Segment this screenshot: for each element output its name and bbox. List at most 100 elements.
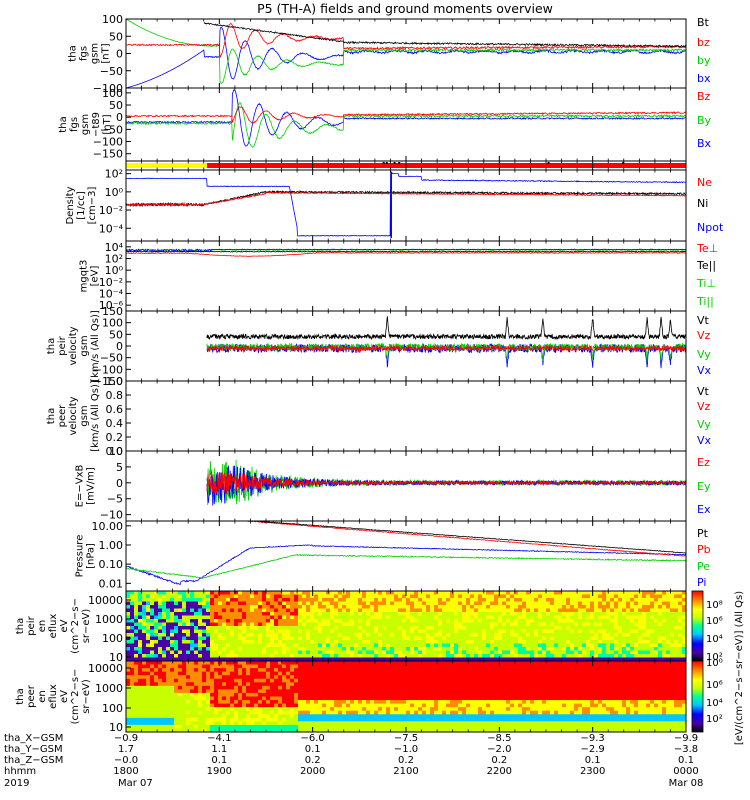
spectrogram-cell — [422, 728, 427, 732]
spectrogram-cell — [182, 664, 187, 669]
spectrogram-cell — [362, 703, 367, 708]
spectrogram-cell — [550, 650, 555, 655]
spectrogram-cell — [622, 598, 627, 603]
spectrogram-cell — [546, 678, 551, 683]
spectrogram-cell — [490, 724, 495, 730]
spectrogram-cell — [422, 682, 427, 687]
spectrogram-cell — [322, 724, 327, 730]
spectrogram-cell — [470, 640, 475, 645]
spectrogram-cell — [346, 650, 351, 655]
spectrogram-cell — [586, 605, 591, 610]
spectrogram-cell — [358, 612, 363, 617]
spectrogram-cell — [414, 657, 419, 661]
spectrogram-cell — [662, 636, 667, 641]
spectrogram-cell — [198, 591, 203, 596]
spectrogram-cell — [214, 689, 219, 694]
spectrogram-cell — [374, 636, 379, 641]
spectrogram-cell — [274, 608, 279, 613]
spectrogram-cell — [518, 664, 523, 669]
spectrogram-cell — [562, 601, 567, 606]
spectrogram-cell — [430, 633, 435, 638]
spectrogram-cell — [534, 664, 539, 669]
spectrogram-cell — [230, 636, 235, 641]
spectrogram-cell — [306, 678, 311, 683]
spectrogram-cell — [138, 682, 143, 687]
spectrogram-cell — [558, 689, 563, 694]
spectrogram-cell — [354, 696, 359, 701]
spectrogram-cell — [374, 692, 379, 698]
spectrogram-cell — [214, 605, 219, 610]
spectrogram-cell — [638, 654, 643, 659]
spectrogram-cell — [302, 685, 307, 690]
spectrogram-cell — [474, 629, 479, 634]
spectrogram-cell — [214, 703, 219, 708]
spectrogram-cell — [222, 678, 227, 683]
spectrogram-cell — [494, 636, 499, 641]
spectrogram-cell — [530, 622, 535, 627]
spectrogram-cell — [154, 633, 159, 638]
spectrogram-cell — [270, 675, 275, 680]
spectrogram-cell — [394, 619, 399, 624]
spectrogram-cell — [362, 689, 367, 694]
spectrogram-cell — [386, 721, 391, 726]
spectrogram-cell — [346, 696, 351, 701]
spectrogram-cell — [234, 640, 239, 645]
spectrogram-cell — [466, 594, 471, 599]
spectrogram-cell — [578, 654, 583, 659]
spectrogram-cell — [154, 605, 159, 610]
spectrogram-cell — [438, 626, 443, 631]
spectrogram-cell — [378, 696, 383, 701]
spectrogram-cell — [618, 605, 623, 610]
spectrogram-cell — [130, 657, 135, 661]
spectrogram-cell — [366, 636, 371, 641]
spectrogram-cell — [350, 721, 355, 726]
spectrogram-cell — [322, 619, 327, 624]
spectrogram-cell — [262, 703, 267, 708]
spectrogram-cell — [606, 605, 611, 610]
spectrogram-cell — [142, 668, 147, 673]
spectrogram-cell — [510, 633, 515, 638]
spectrogram-cell — [138, 650, 143, 655]
spectrogram-cell — [134, 696, 139, 701]
spectrogram-cell — [318, 612, 323, 617]
spectrogram-cell — [370, 721, 375, 726]
spectrogram-cell — [458, 622, 463, 627]
spectrogram-cell — [542, 654, 547, 659]
spectrogram-cell — [426, 696, 431, 701]
spectrogram-cell — [266, 664, 271, 669]
spectrogram-cell — [558, 608, 563, 613]
spectrogram-cell — [142, 664, 147, 669]
spectrogram-cell — [558, 619, 563, 624]
spectrogram-cell — [150, 717, 155, 722]
spectrogram-cell — [458, 671, 463, 676]
spectrogram-cell — [286, 633, 291, 638]
spectrogram-cell — [178, 703, 183, 708]
spectrogram-cell — [450, 714, 455, 719]
spectrogram-cell — [186, 626, 191, 631]
spectrogram-cell — [350, 685, 355, 690]
spectrogram-cell — [498, 707, 503, 712]
spectrogram-cell — [378, 692, 383, 698]
spectrogram-cell — [318, 671, 323, 676]
spectrogram-cell — [666, 608, 671, 613]
spectrogram-cell — [150, 622, 155, 627]
spectrogram-cell — [202, 675, 207, 680]
spectrogram-cell — [530, 668, 535, 673]
spectrogram-cell — [422, 650, 427, 655]
spectrogram-cell — [410, 692, 415, 698]
spectrogram-cell — [250, 707, 255, 712]
spectrogram-cell — [162, 724, 167, 730]
spectrogram-cell — [370, 682, 375, 687]
spectrogram-cell — [258, 605, 263, 610]
spectrogram-cell — [650, 605, 655, 610]
spectrogram-cell — [614, 605, 619, 610]
spectrogram-cell — [334, 717, 339, 722]
spectrogram-cell — [630, 608, 635, 613]
spectrogram-cell — [154, 671, 159, 676]
spectrogram-cell — [502, 615, 507, 620]
spectrogram-cell — [562, 591, 567, 596]
spectrogram-cell — [578, 626, 583, 631]
spectrogram-cell — [422, 619, 427, 624]
spectrogram-cell — [270, 671, 275, 676]
spectrogram-cell — [270, 615, 275, 620]
